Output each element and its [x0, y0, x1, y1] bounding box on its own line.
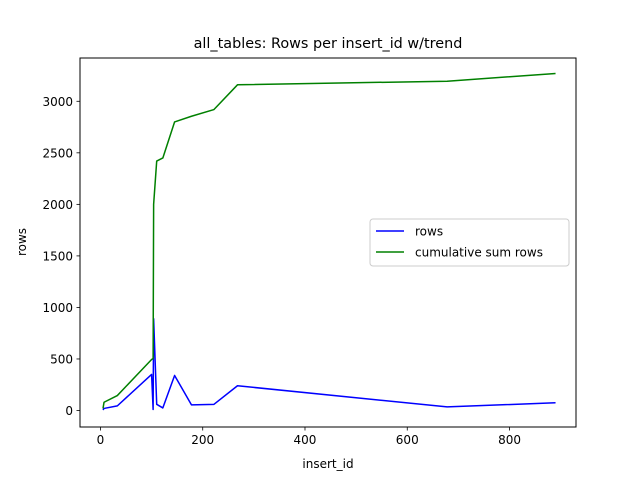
chart-title: all_tables: Rows per insert_id w/trend — [194, 36, 463, 52]
x-axis-ticks: 0 200 400 600 800 — [97, 427, 521, 447]
x-tick-label: 200 — [191, 433, 214, 447]
series-line-cumulative-sum-rows — [102, 72, 556, 409]
legend-box — [369, 218, 570, 267]
x-tick-label: 800 — [498, 433, 521, 447]
legend-label-rows: rows — [415, 225, 443, 239]
plot-lines — [102, 72, 556, 411]
y-tick-label: 1500 — [42, 249, 73, 263]
x-tick-label: 0 — [97, 433, 105, 447]
legend-label-cumulative-sum-rows: cumulative sum rows — [415, 246, 543, 260]
y-axis-ticks: 0 500 1000 1500 2000 2500 3000 — [42, 95, 80, 418]
x-tick-label: 400 — [294, 433, 317, 447]
y-tick-label: 1000 — [42, 301, 73, 315]
y-axis-label: rows — [15, 228, 29, 256]
y-tick-label: 0 — [65, 404, 73, 418]
y-tick-label: 3000 — [42, 95, 73, 109]
legend: rows cumulative sum rows — [369, 218, 570, 267]
series-line-rows — [102, 318, 556, 411]
y-tick-label: 500 — [50, 352, 73, 366]
x-tick-label: 600 — [396, 433, 419, 447]
y-tick-label: 2000 — [42, 198, 73, 212]
y-tick-label: 2500 — [42, 146, 73, 160]
x-axis-label: insert_id — [302, 457, 353, 471]
plot-frame — [79, 57, 577, 428]
